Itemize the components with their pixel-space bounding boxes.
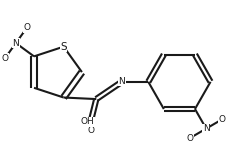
- Text: O: O: [219, 115, 226, 124]
- Text: OH: OH: [81, 117, 94, 126]
- Text: N: N: [118, 77, 125, 86]
- Text: O: O: [23, 23, 30, 32]
- Text: N: N: [13, 39, 19, 48]
- Text: O: O: [1, 54, 8, 63]
- Text: S: S: [60, 42, 67, 52]
- Text: O: O: [87, 126, 94, 135]
- Text: N: N: [203, 124, 210, 133]
- Text: O: O: [186, 134, 194, 143]
